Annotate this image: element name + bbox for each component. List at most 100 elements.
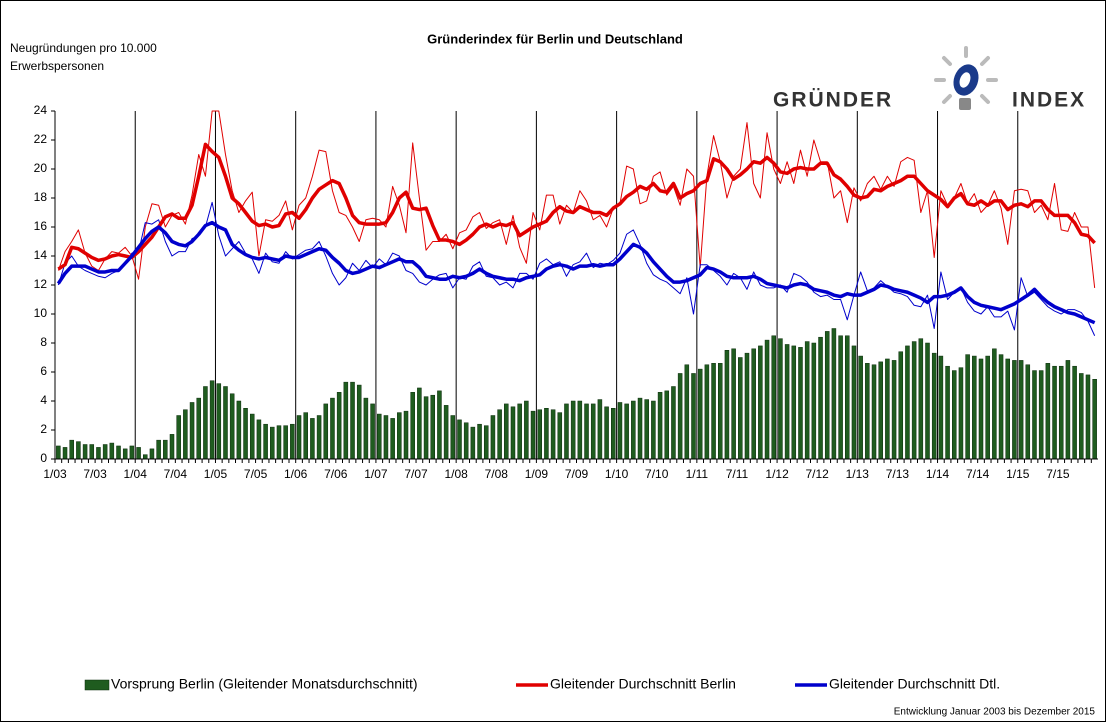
bar [1092, 379, 1097, 460]
bar [136, 447, 141, 460]
bar [671, 386, 676, 460]
x-tick-label: 1/08 [444, 467, 468, 481]
bar [931, 352, 937, 460]
bar [524, 400, 529, 460]
bar [1065, 360, 1071, 460]
bar [738, 357, 743, 460]
bar [537, 409, 542, 460]
bar [564, 403, 569, 460]
bar [276, 425, 282, 460]
bar [911, 341, 917, 460]
line [57, 110, 1096, 288]
bar [664, 390, 670, 460]
bar [102, 444, 108, 460]
bar [69, 439, 74, 460]
bar [417, 387, 422, 460]
bar [865, 363, 870, 460]
logo-base [959, 98, 971, 110]
bar [965, 354, 970, 460]
bar [1025, 364, 1031, 460]
bar [604, 406, 609, 460]
bar [457, 419, 462, 460]
y-tick-label: 10 [34, 306, 48, 320]
x-tick-label: 1/10 [605, 467, 629, 481]
y-tick-label: 22 [34, 132, 48, 146]
bar [704, 364, 710, 460]
bar [631, 400, 636, 460]
bar [1038, 370, 1044, 460]
bar [243, 408, 248, 460]
legend-label: Vorsprung Berlin (Gleitender Monatsdurch… [111, 676, 418, 692]
bar [978, 358, 984, 460]
x-tick-label: 1/12 [765, 467, 789, 481]
bar [283, 425, 288, 460]
x-tick-label: 1/09 [525, 467, 549, 481]
bar [885, 358, 890, 460]
x-tick-label: 1/15 [1006, 467, 1030, 481]
logo-text: GRÜNDER [773, 89, 893, 112]
bar [363, 397, 369, 460]
bar [691, 373, 696, 460]
bar [951, 370, 957, 460]
bar [377, 413, 382, 460]
bar [711, 363, 716, 460]
bar [437, 390, 442, 460]
bar [871, 364, 877, 460]
legend-swatch [84, 679, 110, 691]
bar [310, 418, 315, 460]
bar [89, 444, 95, 460]
x-tick-label: 7/14 [966, 467, 990, 481]
bar [992, 348, 997, 460]
bar [1079, 373, 1084, 460]
bar [1052, 365, 1057, 460]
bar [590, 403, 596, 460]
logo-bulb [959, 72, 971, 88]
bar [403, 410, 409, 460]
bar [477, 423, 482, 460]
bar [504, 403, 509, 460]
bar [256, 419, 262, 460]
x-tick-label: 1/05 [204, 467, 228, 481]
bar [450, 415, 456, 460]
bar [764, 339, 770, 460]
x-tick-label: 7/09 [565, 467, 589, 481]
footnote: Entwicklung Januar 2003 bis Dezember 201… [894, 707, 1096, 718]
x-tick-label: 1/03 [43, 467, 67, 481]
logo: GRÜNDER INDEX [773, 46, 1084, 112]
x-tick-label: 1/14 [926, 467, 950, 481]
bar [122, 448, 128, 460]
bar [651, 400, 656, 460]
bar [1085, 374, 1091, 460]
y-tick-label: 20 [34, 161, 48, 175]
bar [985, 355, 990, 460]
bar [490, 415, 496, 460]
bar [611, 408, 616, 460]
bar [891, 360, 897, 460]
bar [203, 386, 208, 460]
bar [811, 342, 817, 460]
logo-rays [934, 46, 998, 104]
bar [323, 403, 329, 460]
bar [771, 335, 776, 460]
bar [296, 415, 302, 460]
bar [845, 335, 850, 460]
bar [196, 397, 202, 460]
bar [557, 412, 563, 460]
bar [584, 403, 589, 460]
bar [410, 392, 415, 460]
bar [958, 367, 964, 460]
bar [1005, 358, 1010, 460]
bar [724, 350, 730, 460]
bar [229, 393, 235, 460]
bar [972, 355, 977, 460]
bar [1018, 360, 1024, 460]
bar [858, 355, 863, 460]
x-tick-label: 7/03 [83, 467, 107, 481]
bar [430, 394, 436, 460]
bar [116, 445, 121, 460]
bar [617, 402, 623, 460]
bar [791, 345, 797, 460]
x-tick-label: 7/05 [244, 467, 268, 481]
bar [731, 348, 736, 460]
y-tick-label: 6 [40, 364, 47, 378]
